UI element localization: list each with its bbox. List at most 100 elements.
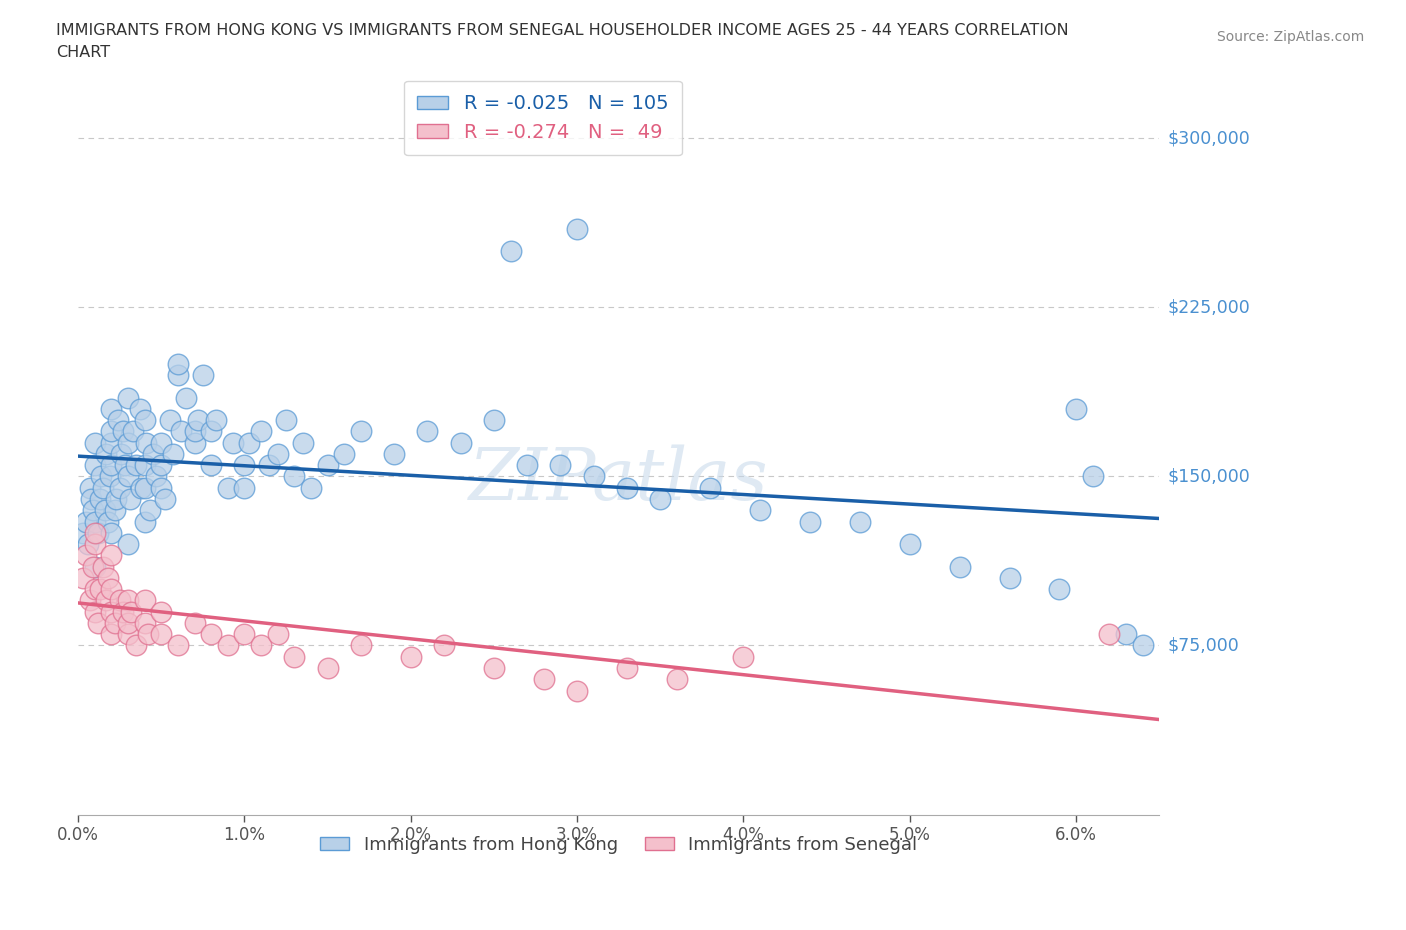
Point [79,480,101,495]
Point [122,424,145,439]
Point [125,458,148,472]
Point [100,435,122,450]
Point [134,593,156,608]
Point [217,480,239,495]
Point [134,480,156,495]
Point [998,570,1021,585]
Point [117,627,139,642]
Point [565,221,588,236]
Text: $150,000: $150,000 [1167,468,1250,485]
Point [183,616,205,631]
Point [117,391,139,405]
Point [167,367,190,382]
Point [100,402,122,417]
Point [93,503,115,518]
Point [233,627,256,642]
Point [482,660,505,675]
Point [283,469,305,484]
Point [83,581,105,596]
Point [233,458,256,472]
Point [96,593,118,608]
Text: IMMIGRANTS FROM HONG KONG VS IMMIGRANTS FROM SENEGAL HOUSEHOLDER INCOME AGES 25 : IMMIGRANTS FROM HONG KONG VS IMMIGRANTS … [56,23,1069,38]
Point [79,593,101,608]
Point [117,537,139,551]
Point [96,446,118,461]
Point [316,458,339,472]
Point [125,638,148,653]
Point [117,616,139,631]
Text: $225,000: $225,000 [1167,299,1250,316]
Point [91,480,114,495]
Point [382,446,405,461]
Point [174,391,197,405]
Point [849,514,872,529]
Point [98,469,121,484]
Point [565,684,588,698]
Text: $300,000: $300,000 [1167,129,1250,148]
Point [699,480,721,495]
Point [233,480,256,495]
Point [87,525,110,540]
Point [80,492,103,507]
Point [416,424,439,439]
Point [291,435,314,450]
Point [108,593,131,608]
Point [136,627,159,642]
Point [482,413,505,428]
Point [167,638,190,653]
Point [399,649,422,664]
Point [108,480,131,495]
Point [200,458,222,472]
Point [118,492,141,507]
Point [159,413,181,428]
Point [91,559,114,574]
Point [217,638,239,653]
Point [733,649,755,664]
Point [200,627,222,642]
Point [267,627,290,642]
Point [150,604,173,619]
Point [616,480,638,495]
Point [150,435,173,450]
Point [120,604,142,619]
Text: Source: ZipAtlas.com: Source: ZipAtlas.com [1216,30,1364,44]
Point [333,446,356,461]
Point [499,244,522,259]
Point [665,671,688,686]
Point [150,480,173,495]
Point [117,469,139,484]
Point [112,604,135,619]
Text: CHART: CHART [56,45,110,60]
Point [250,424,273,439]
Point [83,559,105,574]
Point [82,503,104,518]
Point [87,616,110,631]
Point [222,435,245,450]
Point [138,503,160,518]
Point [650,492,672,507]
Point [162,446,184,461]
Point [97,570,120,585]
Point [550,458,572,472]
Point [131,480,153,495]
Point [100,604,122,619]
Point [107,413,129,428]
Point [150,458,173,472]
Point [1064,402,1087,417]
Point [104,503,127,518]
Point [259,458,281,472]
Point [112,424,135,439]
Point [104,616,127,631]
Point [183,424,205,439]
Point [89,492,111,507]
Point [105,492,128,507]
Point [749,503,772,518]
Point [799,514,821,529]
Point [274,413,297,428]
Point [100,458,122,472]
Point [117,435,139,450]
Point [135,435,157,450]
Point [533,671,555,686]
Point [75,548,97,563]
Point [316,660,339,675]
